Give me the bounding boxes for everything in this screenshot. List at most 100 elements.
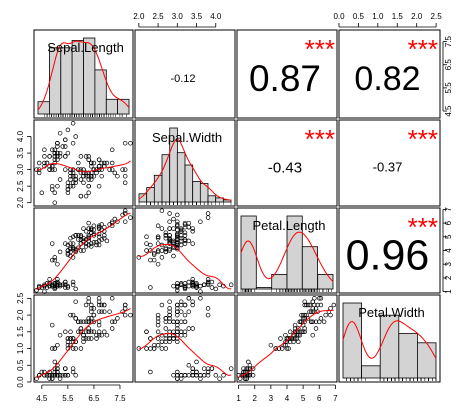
scatter-point — [81, 180, 86, 186]
scatter-point — [65, 336, 71, 341]
scatter-point — [151, 250, 157, 256]
scatter-point — [167, 299, 172, 304]
scatter-point — [205, 277, 211, 282]
scatter-point — [198, 219, 203, 224]
scatter-point — [89, 244, 94, 249]
scatter-point — [304, 312, 309, 318]
scatter-point — [287, 336, 293, 341]
scatter-point — [198, 376, 203, 381]
scatter-point — [86, 183, 91, 189]
scatter-point — [250, 373, 256, 378]
scatter-point — [144, 248, 149, 253]
scatter-point — [221, 373, 226, 378]
scatter-point — [52, 346, 58, 351]
scatter-point — [83, 154, 89, 159]
scatter-point — [167, 233, 172, 238]
tick-label: 1.5 — [16, 326, 25, 338]
scatter-point — [171, 244, 176, 249]
scatter-point — [76, 160, 81, 166]
scatter-point — [63, 144, 68, 149]
tick-label: 2.0 — [16, 197, 25, 209]
scatter-point — [86, 329, 91, 335]
scatter-point — [65, 183, 71, 189]
scatter-point — [81, 319, 86, 325]
scatter-point — [89, 329, 94, 335]
scatter-point — [175, 369, 180, 375]
scatter-point — [65, 339, 71, 345]
scatter-point — [155, 235, 161, 241]
scatter-point — [55, 140, 60, 146]
tick-label: 5.5 — [62, 394, 74, 403]
scatter-point — [89, 241, 94, 246]
scatter-point — [47, 283, 52, 289]
scatter-point — [144, 346, 149, 351]
tick-label: 3 — [444, 261, 453, 266]
panel-frame — [338, 119, 441, 207]
scatter-point — [323, 312, 328, 318]
scatter-point — [205, 366, 211, 371]
scatter-point — [96, 302, 102, 308]
scatter-point — [91, 329, 97, 335]
scatter-point — [96, 296, 102, 301]
scatter-point — [178, 309, 184, 314]
scatter-point — [182, 302, 188, 308]
scatter-point — [178, 226, 184, 231]
histogram-bar — [117, 98, 130, 115]
scatter-point — [205, 306, 211, 311]
scatter-point — [73, 249, 78, 255]
scatter-point — [148, 242, 153, 248]
scatter-point — [73, 299, 78, 304]
scatter-point — [313, 319, 319, 325]
tick-label: 4.0 — [16, 130, 25, 142]
scatter-point — [205, 215, 211, 220]
scatter-point — [49, 282, 55, 288]
scatter-point — [104, 238, 110, 244]
scatter-point — [201, 282, 207, 288]
scatter-point — [307, 309, 312, 314]
tick-label: 2 — [444, 275, 453, 280]
scatter-point — [144, 234, 149, 240]
scatter-point — [205, 211, 211, 216]
scatter-point — [78, 234, 84, 240]
significance-stars: *** — [408, 34, 438, 64]
scatter-point — [86, 242, 91, 248]
histogram-bar — [361, 365, 381, 379]
tick-label: 5 — [444, 234, 453, 239]
tick-label: 2.5 — [431, 12, 443, 21]
scatter-point — [155, 316, 161, 321]
histogram-bar — [317, 273, 334, 290]
scatter-point — [81, 226, 86, 231]
scatter-point — [81, 235, 86, 241]
scatter-point — [151, 252, 157, 257]
scatter-point — [122, 180, 128, 186]
scatter-point — [83, 173, 89, 179]
scatter-point — [42, 160, 47, 166]
scatter-point — [91, 240, 97, 245]
scatter-point — [175, 288, 180, 293]
scatter-point — [190, 299, 195, 304]
scatter-point — [91, 312, 97, 318]
scatter-point — [175, 339, 180, 345]
scatter-point — [304, 302, 309, 308]
scatter-point — [78, 193, 84, 199]
scatter-point — [167, 226, 172, 231]
scatter-point — [198, 283, 203, 289]
scatter-point — [144, 241, 149, 246]
scatter-point — [83, 302, 89, 308]
tick-label: 7.5 — [114, 394, 126, 403]
scatter-point — [318, 302, 324, 308]
scatter-point — [328, 306, 333, 311]
variable-label: Petal.Width — [358, 305, 424, 320]
histogram-bar — [146, 187, 155, 203]
scatter-point — [70, 180, 76, 186]
scatter-point — [175, 234, 180, 240]
scatter-point — [115, 173, 120, 179]
scatter-point — [278, 336, 283, 341]
scatter-point — [81, 170, 86, 176]
scatter-point — [57, 177, 63, 182]
scatter-point — [205, 281, 211, 286]
significance-stars: *** — [408, 124, 438, 154]
density-curve — [342, 320, 437, 359]
scatter-point — [246, 366, 251, 371]
tick-label: 2.0 — [16, 309, 25, 321]
